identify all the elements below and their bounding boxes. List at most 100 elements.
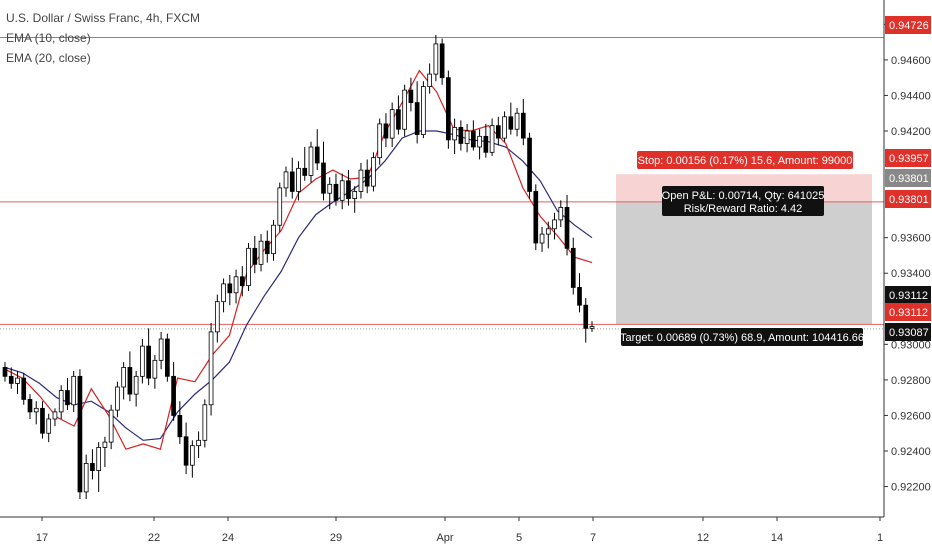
candle <box>128 351 132 401</box>
candle-body <box>178 415 182 436</box>
candle-body <box>546 229 550 234</box>
time-tick-label: 14 <box>771 532 783 544</box>
candle-body <box>384 124 388 138</box>
time-tick-label: 7 <box>590 532 596 544</box>
price-marker-text: 0.93112 <box>889 290 928 302</box>
candle <box>147 328 151 385</box>
candle-body <box>403 90 407 129</box>
candle <box>490 119 494 156</box>
candle-body <box>559 207 563 219</box>
candle-body <box>471 131 475 147</box>
candle <box>184 423 188 475</box>
candle <box>415 81 419 143</box>
candle <box>59 385 63 419</box>
price-tick-label: 0.92400 <box>891 446 931 458</box>
price-tick-label: 0.92800 <box>891 375 931 387</box>
candle-body <box>72 376 76 404</box>
candle <box>584 298 588 342</box>
candle <box>272 220 276 261</box>
time-tick-label: 17 <box>36 532 48 544</box>
candle-body <box>434 44 438 74</box>
candle <box>41 401 45 438</box>
candle-body <box>347 181 351 199</box>
candle <box>396 95 400 134</box>
price-marker: 0.93087 <box>885 323 931 341</box>
candle-body <box>584 305 588 328</box>
candle <box>590 321 594 332</box>
candle-body <box>247 248 251 285</box>
chart-legend: U.S. Dollar / Swiss Franc, 4h, FXCM EMA … <box>6 8 200 68</box>
stop-label-text: Stop: 0.00156 (0.17%) 15.6, Amount: 9900… <box>638 155 853 167</box>
price-tick-label: 0.94600 <box>891 55 931 67</box>
price-marker-text: 0.93112 <box>889 307 928 319</box>
stop-label: Stop: 0.00156 (0.17%) 15.6, Amount: 9900… <box>637 151 853 169</box>
candle-body <box>190 446 194 466</box>
candle <box>534 184 538 250</box>
price-tick-label: 0.94400 <box>891 90 931 102</box>
candle-body <box>222 284 226 302</box>
candle <box>315 129 319 170</box>
candle <box>247 243 251 291</box>
price-marker: 0.94726 <box>885 16 931 34</box>
candle <box>440 39 444 85</box>
candle <box>384 113 388 147</box>
candle <box>9 367 13 388</box>
candle <box>159 332 163 369</box>
price-marker-text: 0.93087 <box>889 327 929 339</box>
candle-body <box>409 90 413 102</box>
candle <box>359 163 363 199</box>
candle-body <box>209 332 213 405</box>
time-tick-label: 1 <box>877 532 883 544</box>
candle-body <box>234 277 238 293</box>
time-tick-label: 5 <box>516 532 522 544</box>
candle <box>172 362 176 421</box>
candle-body <box>197 440 201 445</box>
price-marker-text: 0.93801 <box>889 173 929 185</box>
candle <box>571 238 575 295</box>
candle <box>284 167 288 197</box>
candle <box>47 414 51 442</box>
candle <box>140 339 144 383</box>
time-axis[interactable]: 17 22 24 29 Apr 5 7 12 14 1 <box>0 517 884 544</box>
candle-body <box>428 74 432 86</box>
candle-body <box>97 447 101 470</box>
candle-body <box>521 113 525 138</box>
candle <box>66 378 70 410</box>
price-axis[interactable]: 0.948000.946000.944000.942000.936000.934… <box>884 0 931 517</box>
candle-body <box>115 387 119 410</box>
candle-body <box>553 220 557 229</box>
candle-body <box>53 412 57 419</box>
candle <box>122 362 126 399</box>
candle-body <box>34 408 38 412</box>
candle-body <box>334 184 338 200</box>
price-marker: 0.93801 <box>885 190 931 208</box>
candle-body <box>478 136 482 147</box>
candle <box>471 120 475 150</box>
price-marker-text: 0.93801 <box>889 194 929 206</box>
candle-body <box>140 346 144 376</box>
candle <box>253 236 257 273</box>
candle-body <box>359 170 363 191</box>
time-tick-label: 29 <box>330 532 342 544</box>
candle <box>197 431 201 458</box>
candle-body <box>16 378 20 383</box>
candle <box>190 440 194 477</box>
candle <box>153 355 157 389</box>
candle-body <box>509 117 513 129</box>
candle <box>484 124 488 158</box>
candle-body <box>147 346 151 378</box>
candle-body <box>490 126 494 153</box>
candle <box>546 222 550 249</box>
candle <box>115 382 119 418</box>
candle-body <box>503 117 507 138</box>
candle <box>90 449 94 479</box>
price-tick-label: 0.93000 <box>891 339 931 351</box>
candle <box>84 455 88 499</box>
candle-body <box>309 147 313 175</box>
candle <box>290 158 294 199</box>
candle <box>215 295 219 343</box>
candle-body <box>440 44 444 78</box>
profit-zone <box>616 202 872 324</box>
candle <box>453 119 457 155</box>
